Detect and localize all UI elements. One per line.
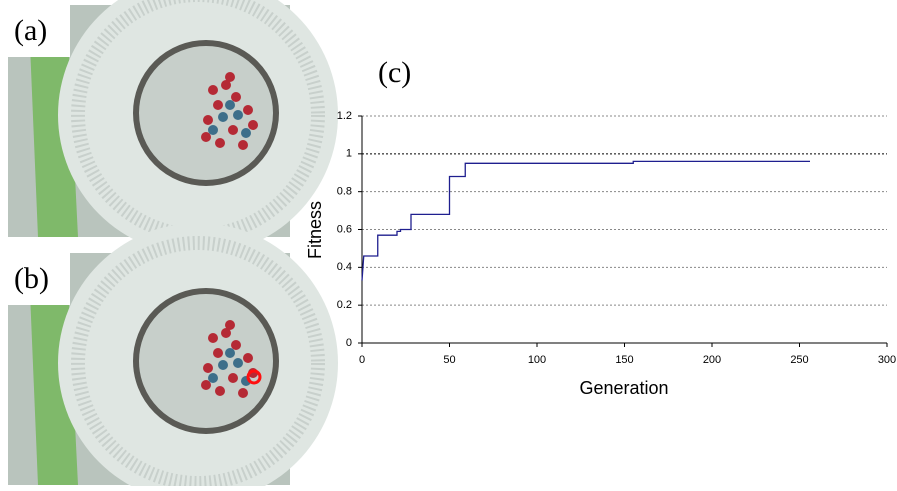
y-tick-label: 0.4 [337, 261, 352, 273]
y-axis-label: Fitness [305, 201, 325, 259]
panel-label: (b) [14, 262, 49, 295]
x-tick-label: 200 [703, 354, 721, 366]
x-tick-label: 0 [359, 354, 365, 366]
y-tick-label: 0.6 [337, 223, 352, 235]
label-box [8, 5, 70, 57]
y-tick-label: 0.2 [337, 299, 352, 311]
y-tick-label: 0 [346, 337, 352, 349]
x-tick-label: 150 [615, 354, 633, 366]
x-tick-label: 50 [443, 354, 455, 366]
data-line [361, 160, 810, 281]
y-tick-label: 1.2 [337, 110, 352, 122]
x-tick-label: 300 [878, 354, 896, 366]
x-axis-label: Generation [579, 378, 668, 398]
y-tick-label: 0.8 [337, 186, 352, 198]
panel-label: (a) [14, 14, 47, 47]
x-tick-label: 250 [790, 354, 808, 366]
y-tick-label: 1 [346, 148, 352, 160]
highlight-ring [246, 369, 262, 385]
label-box [8, 253, 70, 305]
chart-title: (c) [378, 56, 411, 89]
x-tick-label: 100 [528, 354, 546, 366]
